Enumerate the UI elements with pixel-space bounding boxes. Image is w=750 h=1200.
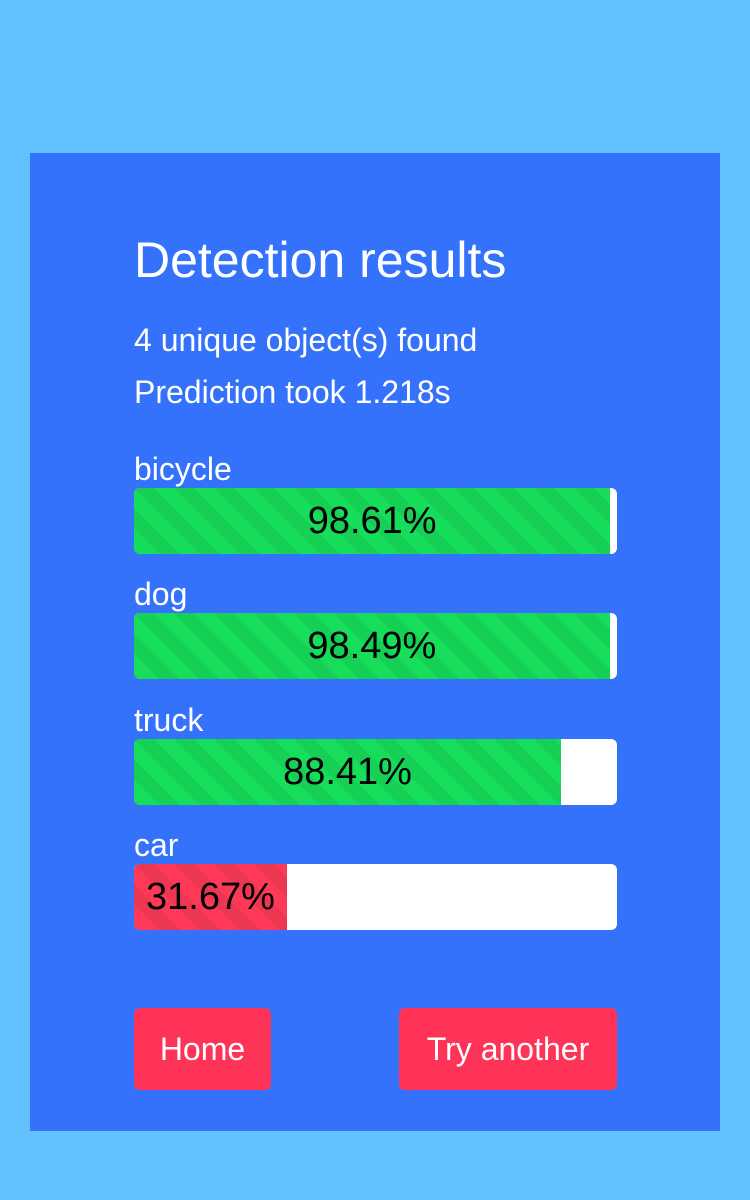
confidence-bar-fill: 98.49% [134,613,610,679]
confidence-bar: 88.41% [134,739,617,805]
confidence-percent: 31.67% [146,876,275,918]
results-card: Detection results 4 unique object(s) fou… [30,153,720,1131]
result-label: car [134,827,179,863]
result-label: truck [134,702,204,738]
confidence-bar: 98.49% [134,613,617,679]
confidence-percent: 98.49% [307,625,437,667]
try-another-button[interactable]: Try another [399,1008,617,1090]
result-label: bicycle [134,451,232,487]
confidence-bar-fill: 88.41% [134,739,562,805]
confidence-bar: 98.61% [134,488,617,554]
page-title: Detection results [134,232,507,288]
objects-found-text: 4 unique object(s) found [134,322,478,358]
confidence-bar: 31.67% [134,864,617,930]
confidence-bar-fill: 98.61% [134,488,611,554]
confidence-percent: 98.61% [307,500,437,542]
confidence-percent: 88.41% [283,751,412,793]
result-label: dog [134,576,188,612]
home-button[interactable]: Home [134,1008,271,1090]
confidence-bar-fill: 31.67% [134,864,287,930]
prediction-time-text: Prediction took 1.218s [134,374,451,410]
